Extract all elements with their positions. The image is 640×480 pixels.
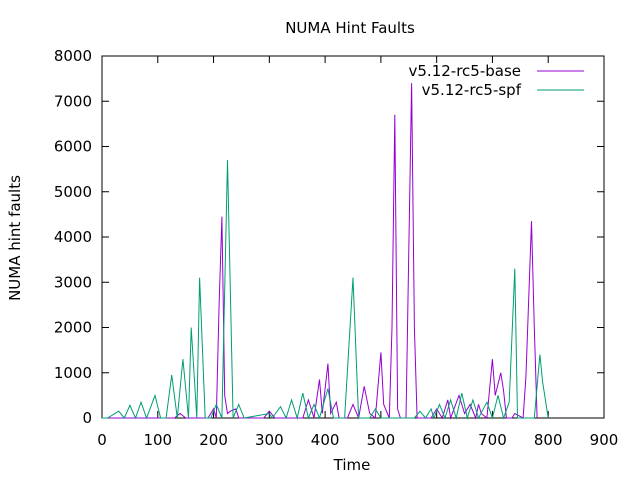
x-tick-label: 200 [199,431,228,449]
x-tick-label: 0 [97,431,107,449]
chart-title: NUMA Hint Faults [285,19,415,37]
x-tick-label: 300 [255,431,284,449]
x-tick-label: 500 [367,431,396,449]
x-tick-label: 800 [534,431,563,449]
y-tick-label: 3000 [54,273,92,291]
y-tick-label: 1000 [54,364,92,382]
x-axis: 0 100 200 300 400 500 600 700 800 900 [97,56,618,449]
x-tick-label: 900 [590,431,619,449]
y-tick-label: 0 [82,409,92,427]
series-line-v5.12-rc5-spf [102,160,549,420]
x-axis-title: Time [333,456,371,474]
y-tick-label: 5000 [54,183,92,201]
series-line-v5.12-rc5-base [102,83,538,420]
y-tick-label: 7000 [54,92,92,110]
legend-label: v5.12-rc5-spf [422,81,522,99]
x-tick-label: 400 [311,431,340,449]
x-tick-label: 100 [143,431,172,449]
x-tick-label: 700 [478,431,507,449]
y-axis-title: NUMA hint faults [6,175,24,301]
y-axis: 0 1000 2000 3000 4000 5000 6000 7000 8000 [54,47,604,427]
y-tick-label: 8000 [54,47,92,65]
legend-label: v5.12-rc5-base [409,62,522,80]
y-tick-label: 4000 [54,228,92,246]
series-layer [102,83,549,420]
plot-area-frame [101,55,605,419]
y-tick-label: 6000 [54,138,92,156]
y-tick-label: 2000 [54,319,92,337]
x-tick-label: 600 [422,431,451,449]
